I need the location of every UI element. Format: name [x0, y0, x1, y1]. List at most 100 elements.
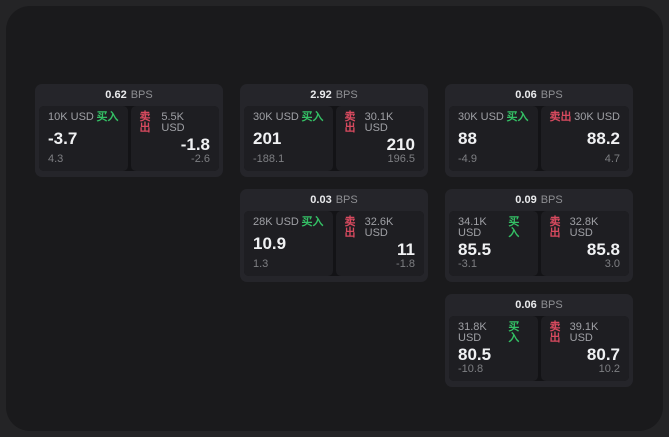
sell-panel[interactable]: 卖出 39.1K USD 80.7 10.2 — [540, 316, 629, 381]
sell-panel-top: 卖出 32.8K USD — [550, 217, 621, 239]
spread-value: 0.62 — [105, 89, 127, 101]
sell-sub-value: -2.6 — [191, 153, 210, 165]
sell-side-label: 卖出 — [549, 111, 572, 123]
buy-side-label: 买入 — [506, 111, 529, 123]
buy-price: 85.5 — [458, 239, 492, 259]
buy-panel-top: 31.8K USD 买入 — [458, 322, 529, 344]
sell-size-label: 5.5K USD — [161, 111, 185, 134]
spread-unit-label: BPS — [335, 89, 358, 101]
sell-size-label: 32.6K USD — [364, 216, 394, 239]
buy-price: 201 — [253, 129, 282, 148]
sell-price: 210 — [386, 134, 415, 154]
buy-price: 80.5 — [458, 344, 492, 364]
sell-sub-value: 10.2 — [598, 363, 620, 375]
quote-panels: 31.8K USD 买入 80.5 -10.8 卖出 39.1K USD 80.… — [449, 316, 629, 381]
sell-side-label: 卖出 — [344, 216, 356, 239]
buy-panel-top: 34.1K USD 买入 — [458, 217, 529, 239]
buy-size-label: 34.1K USD — [458, 216, 487, 239]
buy-panel[interactable]: 10K USD 买入 -3.7 4.3 — [39, 106, 128, 171]
buy-panel-top: 10K USD 买入 — [48, 112, 119, 123]
sell-panel-top: 卖出 30.1K USD — [345, 112, 416, 134]
spread-unit-label: BPS — [130, 89, 153, 101]
buy-size-label: 10K USD — [48, 111, 94, 123]
sell-panel[interactable]: 卖出 5.5K USD -1.8 -2.6 — [130, 106, 219, 171]
sell-panel[interactable]: 卖出 32.6K USD 11 -1.8 — [335, 211, 424, 276]
buy-size-label: 30K USD — [458, 111, 504, 123]
quote-card-2: 0.06 BPS 30K USD 买入 88 -4.9 卖出 30K USD 8… — [445, 84, 633, 177]
buy-price: 88 — [458, 129, 477, 148]
quote-card-0: 0.62 BPS 10K USD 买入 -3.7 4.3 卖出 5.5K USD… — [35, 84, 223, 177]
spread-value: 0.06 — [515, 299, 537, 311]
buy-sub-value: -10.8 — [458, 363, 484, 375]
app-window: 0.62 BPS 10K USD 买入 -3.7 4.3 卖出 5.5K USD… — [6, 6, 663, 431]
spread-unit-label: BPS — [540, 299, 563, 311]
sell-side-label: 卖出 — [139, 111, 151, 134]
buy-side-label: 买入 — [96, 111, 119, 123]
sell-panel-top: 卖出 30K USD — [550, 112, 621, 123]
buy-sub-value: 1.3 — [253, 258, 269, 270]
sell-sub-value: 196.5 — [387, 153, 415, 165]
buy-size-label: 28K USD — [253, 216, 299, 228]
spread-value: 2.92 — [310, 89, 332, 101]
card-header: 0.03 BPS — [240, 189, 428, 211]
quote-card-3: 0.03 BPS 28K USD 买入 10.9 1.3 卖出 32.6K US… — [240, 189, 428, 282]
quote-panels: 34.1K USD 买入 85.5 -3.1 卖出 32.8K USD 85.8… — [449, 211, 629, 276]
sell-size-label: 30.1K USD — [364, 111, 394, 134]
buy-price: 10.9 — [253, 234, 287, 253]
spread-unit-label: BPS — [335, 194, 358, 206]
spread-unit-label: BPS — [540, 194, 563, 206]
spread-unit-label: BPS — [540, 89, 563, 101]
buy-panel[interactable]: 31.8K USD 买入 80.5 -10.8 — [449, 316, 538, 381]
buy-size-label: 31.8K USD — [458, 321, 487, 344]
sell-panel[interactable]: 卖出 30.1K USD 210 196.5 — [335, 106, 424, 171]
sell-side-label: 卖出 — [549, 321, 561, 344]
card-header: 0.62 BPS — [35, 84, 223, 106]
buy-panel-top: 30K USD 买入 — [253, 112, 324, 123]
buy-panel[interactable]: 30K USD 买入 88 -4.9 — [449, 106, 538, 171]
spread-value: 0.06 — [515, 89, 537, 101]
sell-panel-top: 卖出 39.1K USD — [550, 322, 621, 344]
sell-panel-top: 卖出 32.6K USD — [345, 217, 416, 239]
spread-value: 0.03 — [310, 194, 332, 206]
sell-price: 88.2 — [586, 129, 620, 148]
card-header: 0.09 BPS — [445, 189, 633, 211]
sell-panel[interactable]: 卖出 30K USD 88.2 4.7 — [540, 106, 629, 171]
buy-side-label: 买入 — [508, 216, 520, 239]
spread-value: 0.09 — [515, 194, 537, 206]
card-header: 0.06 BPS — [445, 294, 633, 316]
sell-side-label: 卖出 — [549, 216, 561, 239]
quote-card-5: 0.06 BPS 31.8K USD 买入 80.5 -10.8 卖出 39.1… — [445, 294, 633, 387]
sell-price: 85.8 — [586, 239, 620, 259]
quote-panels: 30K USD 买入 88 -4.9 卖出 30K USD 88.2 4.7 — [449, 106, 629, 171]
sell-sub-value: 3.0 — [604, 258, 620, 270]
buy-panel[interactable]: 34.1K USD 买入 85.5 -3.1 — [449, 211, 538, 276]
buy-panel[interactable]: 30K USD 买入 201 -188.1 — [244, 106, 333, 171]
buy-sub-value: -188.1 — [253, 153, 285, 165]
buy-side-label: 买入 — [301, 216, 324, 228]
sell-panel-top: 卖出 5.5K USD — [140, 112, 211, 134]
quote-panels: 28K USD 买入 10.9 1.3 卖出 32.6K USD 11 -1.8 — [244, 211, 424, 276]
sell-size-label: 30K USD — [574, 111, 620, 123]
sell-price: -1.8 — [180, 134, 210, 154]
card-header: 2.92 BPS — [240, 84, 428, 106]
sell-price: 80.7 — [586, 344, 620, 364]
buy-sub-value: -3.1 — [458, 258, 477, 270]
sell-size-label: 39.1K USD — [569, 321, 599, 344]
buy-side-label: 买入 — [508, 321, 520, 344]
quote-card-1: 2.92 BPS 30K USD 买入 201 -188.1 卖出 30.1K … — [240, 84, 428, 177]
quote-panels: 10K USD 买入 -3.7 4.3 卖出 5.5K USD -1.8 -2.… — [39, 106, 219, 171]
sell-panel[interactable]: 卖出 32.8K USD 85.8 3.0 — [540, 211, 629, 276]
buy-sub-value: 4.3 — [48, 153, 64, 165]
quote-card-4: 0.09 BPS 34.1K USD 买入 85.5 -3.1 卖出 32.8K… — [445, 189, 633, 282]
buy-sub-value: -4.9 — [458, 153, 477, 165]
sell-size-label: 32.8K USD — [569, 216, 599, 239]
buy-panel-top: 28K USD 买入 — [253, 217, 324, 228]
quote-panels: 30K USD 买入 201 -188.1 卖出 30.1K USD 210 1… — [244, 106, 424, 171]
sell-sub-value: -1.8 — [396, 258, 415, 270]
buy-size-label: 30K USD — [253, 111, 299, 123]
sell-sub-value: 4.7 — [604, 153, 620, 165]
buy-side-label: 买入 — [301, 111, 324, 123]
buy-panel[interactable]: 28K USD 买入 10.9 1.3 — [244, 211, 333, 276]
sell-price: 11 — [397, 239, 415, 259]
card-header: 0.06 BPS — [445, 84, 633, 106]
